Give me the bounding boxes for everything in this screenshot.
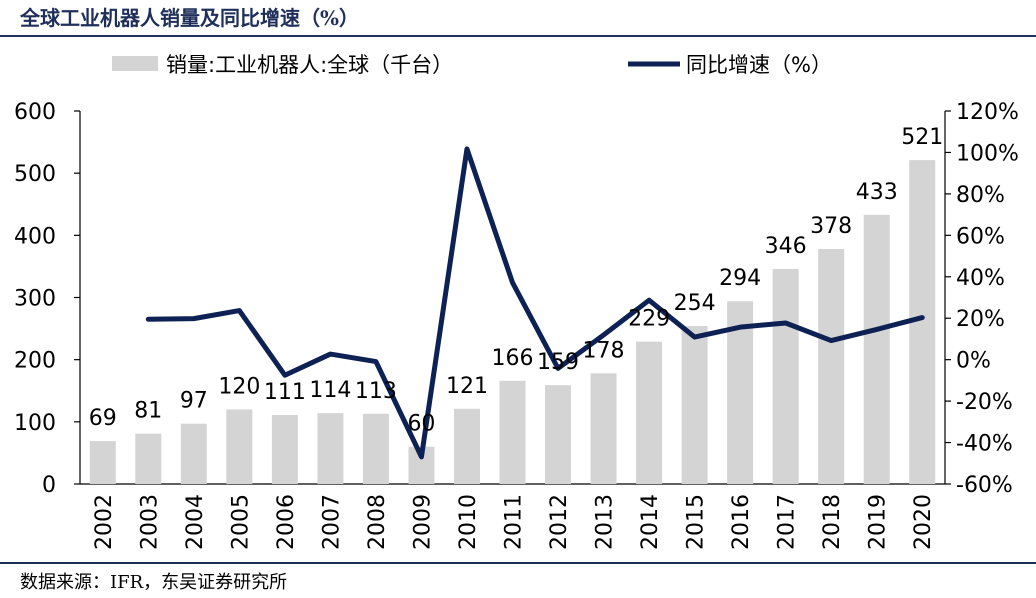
bar-data-label: 521 <box>901 125 943 150</box>
x-tick-label: 2007 <box>319 494 344 550</box>
right-tick-label: 20% <box>956 307 1005 332</box>
legend-bar-swatch <box>112 56 158 71</box>
page-title: 全球工业机器人销量及同比增速（%） <box>20 6 360 30</box>
x-tick-label: 2006 <box>274 494 299 550</box>
x-tick-label: 2011 <box>502 494 527 550</box>
x-tick-label: 2016 <box>729 494 754 550</box>
bar-data-label: 254 <box>674 291 716 316</box>
bar <box>226 409 253 484</box>
bar <box>89 441 116 484</box>
bar <box>545 385 572 484</box>
bar-series <box>89 160 936 484</box>
legend-line-label: 同比增速（%） <box>686 53 832 77</box>
bar-data-label: 433 <box>856 180 898 205</box>
bar-data-label: 294 <box>719 266 761 291</box>
left-tick-label: 500 <box>14 162 56 187</box>
right-tick-label: -60% <box>956 473 1013 498</box>
bar <box>135 433 162 484</box>
left-tick-label: 100 <box>14 411 56 436</box>
bar <box>818 249 845 484</box>
x-tick-label: 2013 <box>593 494 618 550</box>
x-tick-label: 2020 <box>911 494 936 550</box>
x-tick-label: 2010 <box>456 494 481 550</box>
bar-data-label: 166 <box>492 346 534 371</box>
bar <box>636 341 663 484</box>
line-series <box>145 146 925 460</box>
left-tick-label: 400 <box>14 224 56 249</box>
bar <box>180 423 207 484</box>
right-tick-label: 120% <box>956 100 1019 125</box>
bar <box>317 413 344 484</box>
bar <box>727 301 754 484</box>
bar <box>453 408 480 484</box>
right-tick-label: -40% <box>956 432 1013 457</box>
x-tick-label: 2004 <box>183 494 208 550</box>
right-tick-label: 0% <box>956 349 991 374</box>
bar-data-label: 178 <box>583 338 625 363</box>
x-tick-label: 2012 <box>547 494 572 550</box>
bar-data-label: 69 <box>89 406 117 431</box>
bar <box>271 414 298 484</box>
bar <box>362 413 389 484</box>
bar-data-label: 378 <box>810 214 852 239</box>
bar-data-label: 113 <box>355 379 397 404</box>
bar-data-label: 97 <box>180 389 208 414</box>
right-tick-label: 100% <box>956 141 1019 166</box>
bar-data-label: 346 <box>765 234 807 259</box>
bar-data-label: 114 <box>309 378 351 403</box>
footer-rule <box>0 562 1036 564</box>
bar-data-label: 120 <box>218 374 260 399</box>
title-rule <box>0 35 1036 37</box>
x-tick-label: 2014 <box>638 494 663 550</box>
x-tick-label: 2002 <box>92 494 117 550</box>
right-tick-label: 80% <box>956 183 1005 208</box>
left-tick-label: 300 <box>14 287 56 312</box>
growth-line <box>145 146 925 460</box>
bar-data-label: 229 <box>628 307 670 332</box>
x-tick-label: 2019 <box>866 494 891 550</box>
x-tick-labels: 2002 2003 2004 2005 2006 2007 2008 2009 2010 2011… <box>92 494 936 550</box>
chart: 销量:工业机器人:全球（千台） 同比增速（%） 0 100 200 300 400 500… <box>14 53 1019 550</box>
right-tick-label: 60% <box>956 224 1005 249</box>
bar-data-label: 60 <box>407 412 435 437</box>
x-tick-label: 2005 <box>228 494 253 550</box>
source-note: 数据来源：IFR，东吴证券研究所 <box>20 572 288 593</box>
bar-data-label: 81 <box>134 399 162 424</box>
right-tick-label: -20% <box>956 390 1013 415</box>
left-tick-label: 0 <box>42 473 56 498</box>
x-tick-label: 2015 <box>684 494 709 550</box>
left-tick-label: 600 <box>14 100 56 125</box>
x-tick-label: 2018 <box>820 494 845 550</box>
bar <box>863 214 890 484</box>
x-tick-label: 2008 <box>365 494 390 550</box>
legend-bar-label: 销量:工业机器人:全球（千台） <box>166 53 453 77</box>
right-tick-label: 40% <box>956 266 1005 291</box>
bar-data-label: 121 <box>446 374 488 399</box>
x-tick-label: 2017 <box>775 494 800 550</box>
bar <box>681 326 708 484</box>
bar <box>499 380 526 484</box>
x-tick-label: 2009 <box>410 494 435 550</box>
bar <box>772 268 799 484</box>
axes: 0 100 200 300 400 500 600 -60% -40% -20% 0% 20% 40% 6… <box>14 100 1019 498</box>
x-tick-label: 2003 <box>137 494 162 550</box>
bar-data-label: 111 <box>264 380 306 405</box>
bar-data-label: 159 <box>537 350 579 375</box>
left-tick-label: 200 <box>14 349 56 374</box>
bar <box>590 373 617 484</box>
